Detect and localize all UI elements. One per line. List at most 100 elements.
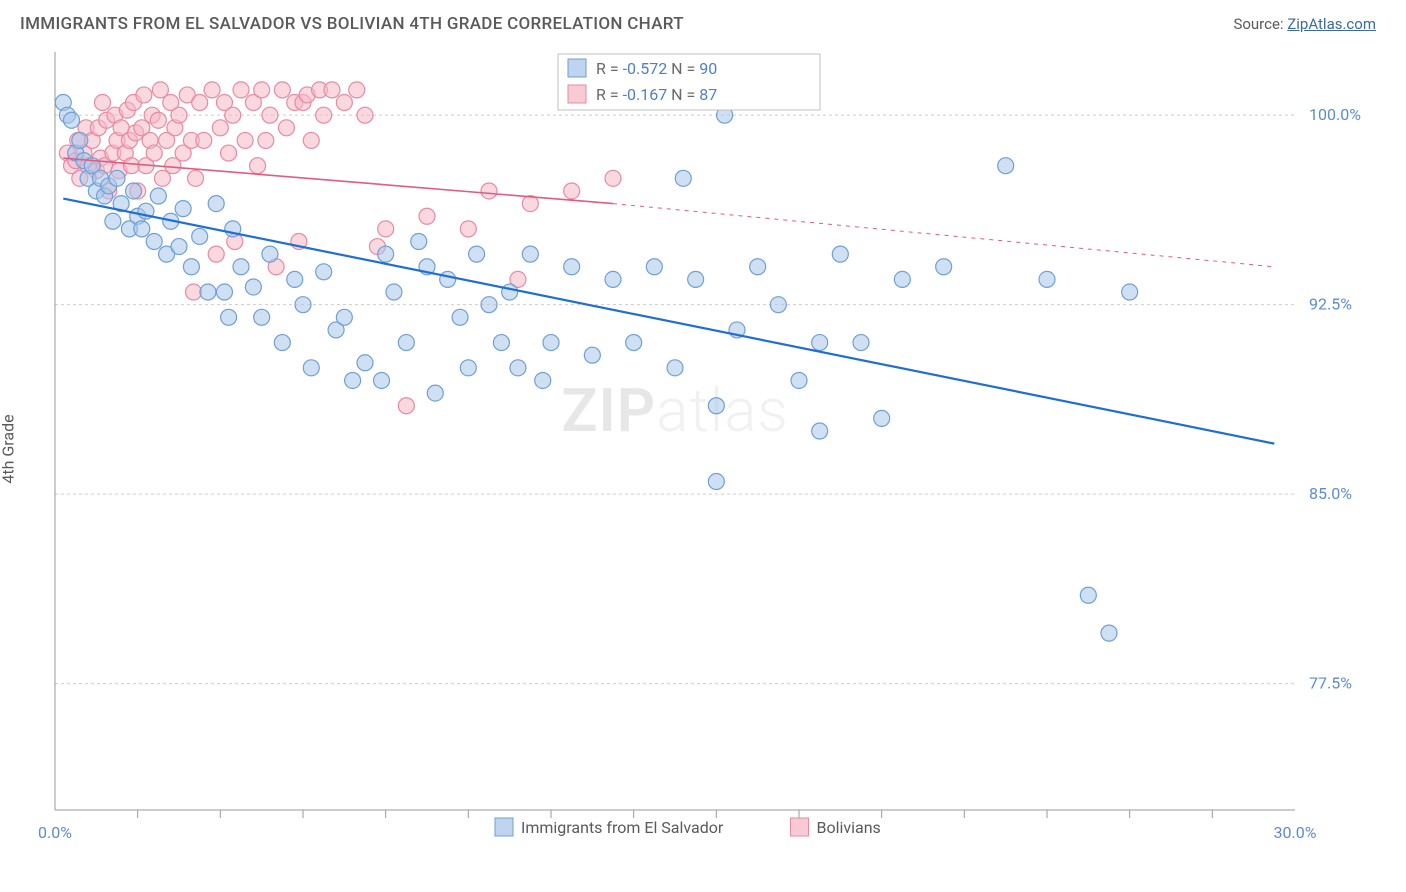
data-point <box>146 234 162 250</box>
source-link[interactable]: ZipAtlas.com <box>1287 15 1376 33</box>
data-point <box>564 183 580 199</box>
data-point <box>357 107 373 123</box>
correlation-scatter-chart: ZIPatlas0.0%30.0%77.5%85.0%92.5%100.0%R … <box>0 34 1406 864</box>
data-point <box>221 309 237 325</box>
data-point <box>378 221 394 237</box>
data-point <box>262 107 278 123</box>
data-point <box>522 246 538 262</box>
legend-swatch <box>791 818 809 836</box>
data-point <box>440 271 456 287</box>
data-point <box>225 107 241 123</box>
data-point <box>667 360 683 376</box>
data-point <box>303 132 319 148</box>
data-point <box>126 183 142 199</box>
data-point <box>493 335 509 351</box>
data-point <box>245 279 261 295</box>
data-point <box>237 132 253 148</box>
data-point <box>750 259 766 275</box>
data-point <box>502 284 518 300</box>
data-point <box>188 170 204 186</box>
data-point <box>278 120 294 136</box>
data-point <box>185 284 201 300</box>
data-point <box>510 360 526 376</box>
x-tick-label: 30.0% <box>1274 823 1317 842</box>
data-point <box>374 372 390 388</box>
data-point <box>564 259 580 275</box>
data-point <box>64 112 80 128</box>
data-point <box>146 145 162 161</box>
y-tick-label: 100.0% <box>1309 105 1361 124</box>
data-point <box>646 259 662 275</box>
data-point <box>481 183 497 199</box>
data-point <box>233 82 249 98</box>
data-point <box>150 188 166 204</box>
data-point <box>936 259 952 275</box>
data-point <box>378 246 394 262</box>
data-point <box>95 95 111 111</box>
data-point <box>688 271 704 287</box>
data-point <box>1122 284 1138 300</box>
data-point <box>386 284 402 300</box>
data-point <box>324 82 340 98</box>
data-point <box>233 259 249 275</box>
data-point <box>460 360 476 376</box>
series-bolivians <box>59 82 621 414</box>
data-point <box>258 132 274 148</box>
data-point <box>208 246 224 262</box>
data-point <box>250 158 266 174</box>
data-point <box>316 107 332 123</box>
data-point <box>398 398 414 414</box>
data-point <box>175 201 191 217</box>
data-point <box>357 355 373 371</box>
data-point <box>212 120 228 136</box>
data-point <box>171 239 187 255</box>
chart-title: IMMIGRANTS FROM EL SALVADOR VS BOLIVIAN … <box>20 14 684 34</box>
data-point <box>336 309 352 325</box>
data-point <box>605 170 621 186</box>
data-point <box>584 347 600 363</box>
data-point <box>123 158 139 174</box>
data-point <box>874 410 890 426</box>
y-tick-label: 92.5% <box>1309 295 1352 314</box>
data-point <box>770 297 786 313</box>
data-point <box>708 398 724 414</box>
data-point <box>171 107 187 123</box>
data-point <box>832 246 848 262</box>
data-point <box>998 158 1014 174</box>
data-point <box>72 132 88 148</box>
x-tick-label: 0.0% <box>38 823 72 842</box>
data-point <box>812 423 828 439</box>
data-point <box>287 271 303 287</box>
data-point <box>543 335 559 351</box>
legend-stats-row: R = -0.167 N = 87 <box>596 85 717 104</box>
data-point <box>274 335 290 351</box>
y-tick-label: 77.5% <box>1309 674 1352 693</box>
data-point <box>208 196 224 212</box>
data-point <box>411 234 427 250</box>
watermark: ZIPatlas <box>561 375 789 446</box>
data-point <box>254 309 270 325</box>
series-salvador <box>55 95 1137 642</box>
y-axis-label: 4th Grade <box>0 414 18 483</box>
source-attribution: Source: ZipAtlas.com <box>1233 15 1376 33</box>
data-point <box>626 335 642 351</box>
data-point <box>316 264 332 280</box>
data-point <box>136 87 152 103</box>
data-point <box>134 221 150 237</box>
legend-label: Bolivians <box>817 818 881 837</box>
trendline-dashed-bolivians <box>613 204 1274 267</box>
data-point <box>192 228 208 244</box>
data-point <box>419 208 435 224</box>
data-point <box>105 213 121 229</box>
legend-label: Immigrants from El Salvador <box>521 818 724 837</box>
data-point <box>274 82 290 98</box>
legend-swatch <box>568 85 586 103</box>
legend-swatch <box>495 818 513 836</box>
data-point <box>345 372 361 388</box>
data-point <box>460 221 476 237</box>
data-point <box>303 360 319 376</box>
data-point <box>812 335 828 351</box>
data-point <box>481 297 497 313</box>
data-point <box>708 474 724 490</box>
data-point <box>221 145 237 161</box>
